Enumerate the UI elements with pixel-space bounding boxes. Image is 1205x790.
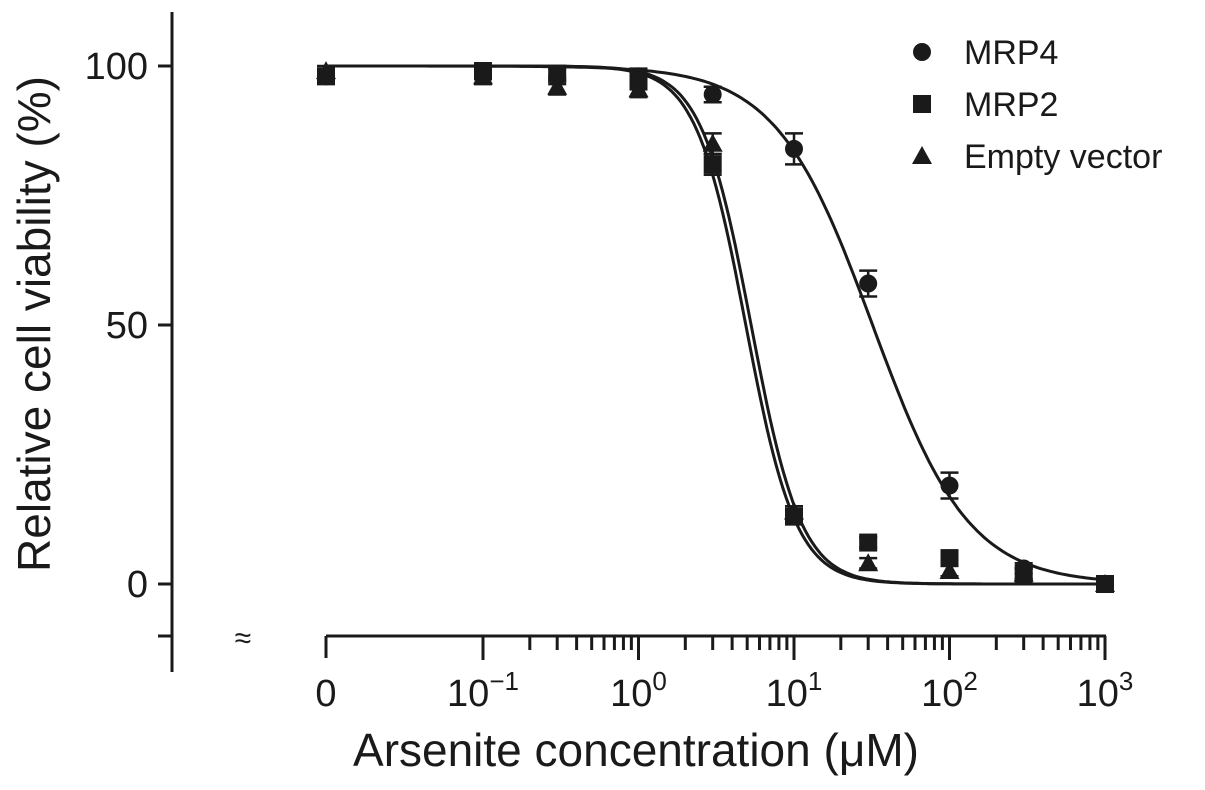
data-point-mrp4: [703, 85, 722, 104]
legend-marker-mrp2: [913, 95, 931, 113]
data-point-mrp2: [859, 533, 878, 552]
x-tick-label-zero: 0: [315, 673, 336, 715]
x-tick-label: 100: [610, 666, 667, 715]
data-point-empty-vector: [939, 561, 960, 580]
x-tick-label: 101: [766, 666, 823, 715]
data-point-mrp4: [474, 62, 492, 81]
data-point-empty-vector: [858, 553, 879, 572]
data-point-mrp4: [548, 67, 567, 86]
x-tick-label: 103: [1077, 666, 1134, 715]
data-point-mrp4: [785, 139, 803, 158]
data-point-mrp2: [940, 549, 959, 568]
data-point-mrp2: [703, 155, 722, 174]
y-axis-title: Relative cell viability (%): [8, 76, 60, 572]
data-point-mrp4: [1096, 575, 1114, 593]
y-tick-label: 100: [85, 46, 148, 88]
legend-marker-mrp4: [913, 43, 931, 61]
plot-area: [316, 61, 1115, 593]
data-point-mrp4: [629, 67, 648, 86]
legend: MRP4 MRP2 Empty vector: [912, 34, 1162, 176]
y-tick-label: 50: [106, 305, 148, 347]
legend-marker-empty-vector: [912, 146, 932, 164]
legend-label-empty-vector: Empty vector: [964, 138, 1162, 176]
y-tick-label: 0: [127, 564, 148, 606]
data-point-mrp4: [940, 476, 959, 495]
x-axis-break-symbol: ≈: [235, 622, 251, 655]
data-point-empty-vector: [547, 76, 568, 95]
legend-label-mrp2: MRP2: [964, 86, 1058, 124]
fit-curve-empty-vector: [326, 64, 1105, 586]
data-point-mrp4: [859, 274, 878, 293]
data-point-mrp4: [1014, 559, 1033, 578]
data-point-empty-vector: [702, 133, 723, 152]
data-point-mrp4: [317, 67, 335, 86]
x-tick-label: 10−1: [447, 666, 519, 715]
x-axis-title: Arsenite concentration (μM): [353, 724, 919, 776]
data-point-mrp2: [785, 507, 803, 526]
legend-label-mrp4: MRP4: [964, 34, 1058, 72]
x-tick-label: 102: [921, 666, 978, 715]
